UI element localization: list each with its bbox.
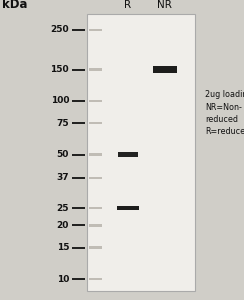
Bar (153, 66, 177, 73)
Text: 50: 50 (57, 150, 69, 159)
Text: 75: 75 (56, 118, 69, 127)
Bar (89, 68, 102, 71)
Bar (89, 29, 102, 31)
Bar (89, 224, 102, 226)
Text: 37: 37 (56, 173, 69, 182)
Text: 25: 25 (57, 204, 69, 213)
Text: 2ug loading
NR=Non-
reduced
R=reduced: 2ug loading NR=Non- reduced R=reduced (205, 90, 244, 136)
Bar (89, 122, 102, 124)
Bar (89, 278, 102, 280)
Bar (118, 152, 138, 157)
Text: NR: NR (157, 1, 172, 10)
Bar (89, 100, 102, 102)
Bar (89, 153, 102, 156)
Text: 20: 20 (57, 221, 69, 230)
Bar (117, 206, 139, 210)
Bar (89, 207, 102, 209)
Text: 15: 15 (57, 243, 69, 252)
Text: 10: 10 (57, 274, 69, 284)
Bar (87, 14, 195, 291)
Bar (89, 177, 102, 179)
Text: 250: 250 (51, 26, 69, 34)
Text: R: R (124, 1, 132, 10)
Text: kDa: kDa (2, 0, 28, 11)
Text: 100: 100 (51, 96, 69, 105)
Text: 150: 150 (51, 65, 69, 74)
Bar (89, 246, 102, 249)
